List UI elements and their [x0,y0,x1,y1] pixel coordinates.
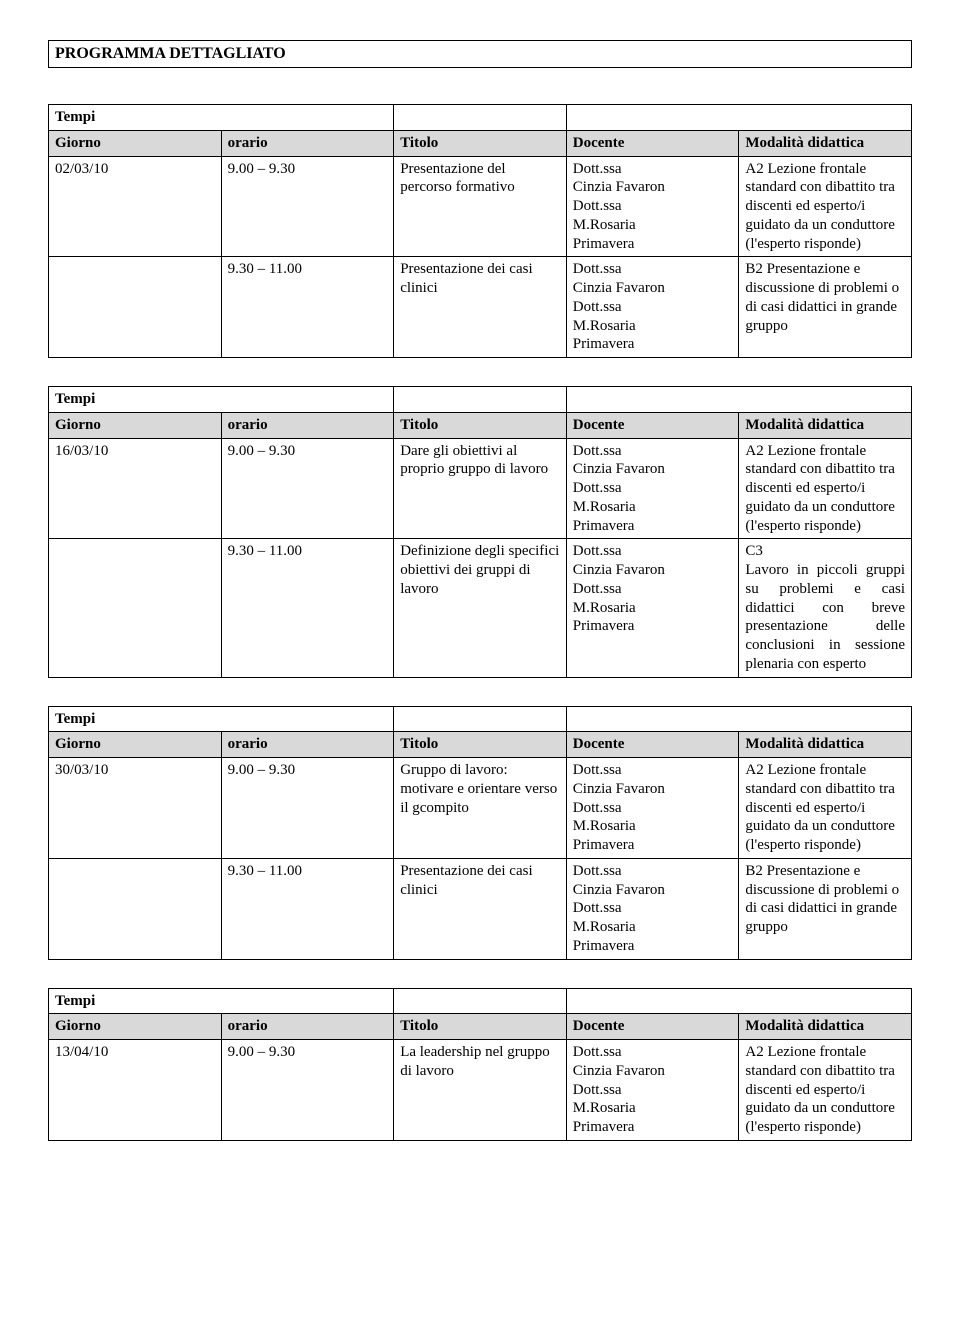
cell-orario: 9.00 – 9.30 [221,438,394,539]
column-header-giorno: Giorno [49,1014,222,1040]
tables-container: TempiGiornoorarioTitoloDocenteModalità d… [48,104,912,1141]
blank-cell [394,105,567,131]
column-header-orario: orario [221,1014,394,1040]
schedule-table: TempiGiornoorarioTitoloDocenteModalità d… [48,104,912,358]
cell-orario: 9.30 – 11.00 [221,539,394,677]
blank-cell [566,105,911,131]
column-header-docente: Docente [566,130,739,156]
cell-orario: 9.00 – 9.30 [221,156,394,257]
tempi-label: Tempi [49,988,394,1014]
table-row: 02/03/109.00 – 9.30Presentazione del per… [49,156,912,257]
cell-docente: Dott.ssa Cinzia Favaron Dott.ssa M.Rosar… [566,858,739,959]
blank-cell [566,706,911,732]
tempi-label: Tempi [49,387,394,413]
column-header-docente: Docente [566,732,739,758]
cell-titolo: Presentazione dei casi clinici [394,858,567,959]
cell-giorno [49,257,222,358]
cell-docente: Dott.ssa Cinzia Favaron Dott.ssa M.Rosar… [566,1040,739,1141]
cell-orario: 9.00 – 9.30 [221,758,394,859]
cell-docente: Dott.ssa Cinzia Favaron Dott.ssa M.Rosar… [566,156,739,257]
cell-modalita: B2 Presentazione e discussione di proble… [739,257,912,358]
tempi-label: Tempi [49,706,394,732]
tempi-label: Tempi [49,105,394,131]
table-row: 9.30 – 11.00Presentazione dei casi clini… [49,257,912,358]
blank-cell [394,387,567,413]
cell-titolo: Dare gli obiettivi al proprio gruppo di … [394,438,567,539]
cell-modalita: C3 Lavoro in piccoli gruppi su problemi … [739,539,912,677]
cell-titolo: Presentazione dei casi clinici [394,257,567,358]
column-header-orario: orario [221,130,394,156]
column-header-modalita: Modalità didattica [739,1014,912,1040]
cell-giorno: 02/03/10 [49,156,222,257]
schedule-table: TempiGiornoorarioTitoloDocenteModalità d… [48,706,912,960]
column-header-modalita: Modalità didattica [739,732,912,758]
cell-modalita: B2 Presentazione e discussione di proble… [739,858,912,959]
column-header-titolo: Titolo [394,1014,567,1040]
table-row: 13/04/109.00 – 9.30La leadership nel gru… [49,1040,912,1141]
schedule-table: TempiGiornoorarioTitoloDocenteModalità d… [48,386,912,678]
cell-giorno [49,539,222,677]
column-header-modalita: Modalità didattica [739,412,912,438]
cell-orario: 9.30 – 11.00 [221,257,394,358]
cell-giorno [49,858,222,959]
table-row: 9.30 – 11.00Presentazione dei casi clini… [49,858,912,959]
cell-docente: Dott.ssa Cinzia Favaron Dott.ssa M.Rosar… [566,257,739,358]
column-header-giorno: Giorno [49,130,222,156]
cell-orario: 9.30 – 11.00 [221,858,394,959]
cell-docente: Dott.ssa Cinzia Favaron Dott.ssa M.Rosar… [566,539,739,677]
cell-titolo: Definizione degli specifici obiettivi de… [394,539,567,677]
column-header-docente: Docente [566,1014,739,1040]
cell-orario: 9.00 – 9.30 [221,1040,394,1141]
column-header-modalita: Modalità didattica [739,130,912,156]
cell-titolo: Gruppo di lavoro: motivare e orientare v… [394,758,567,859]
cell-modalita: A2 Lezione frontale standard con dibatti… [739,156,912,257]
blank-cell [394,706,567,732]
column-header-titolo: Titolo [394,732,567,758]
cell-docente: Dott.ssa Cinzia Favaron Dott.ssa M.Rosar… [566,758,739,859]
column-header-docente: Docente [566,412,739,438]
cell-modalita: A2 Lezione frontale standard con dibatti… [739,438,912,539]
blank-cell [566,988,911,1014]
cell-titolo: Presentazione del percorso formativo [394,156,567,257]
column-header-orario: orario [221,732,394,758]
table-row: 9.30 – 11.00Definizione degli specifici … [49,539,912,677]
cell-giorno: 13/04/10 [49,1040,222,1141]
blank-cell [566,387,911,413]
cell-giorno: 16/03/10 [49,438,222,539]
table-row: 16/03/109.00 – 9.30Dare gli obiettivi al… [49,438,912,539]
column-header-titolo: Titolo [394,130,567,156]
column-header-giorno: Giorno [49,412,222,438]
table-row: 30/03/109.00 – 9.30Gruppo di lavoro: mot… [49,758,912,859]
schedule-table: TempiGiornoorarioTitoloDocenteModalità d… [48,988,912,1141]
cell-modalita: A2 Lezione frontale standard con dibatti… [739,1040,912,1141]
cell-modalita: A2 Lezione frontale standard con dibatti… [739,758,912,859]
page-title: PROGRAMMA DETTAGLIATO [48,40,912,68]
cell-titolo: La leadership nel gruppo di lavoro [394,1040,567,1141]
blank-cell [394,988,567,1014]
column-header-titolo: Titolo [394,412,567,438]
column-header-giorno: Giorno [49,732,222,758]
column-header-orario: orario [221,412,394,438]
cell-giorno: 30/03/10 [49,758,222,859]
cell-docente: Dott.ssa Cinzia Favaron Dott.ssa M.Rosar… [566,438,739,539]
